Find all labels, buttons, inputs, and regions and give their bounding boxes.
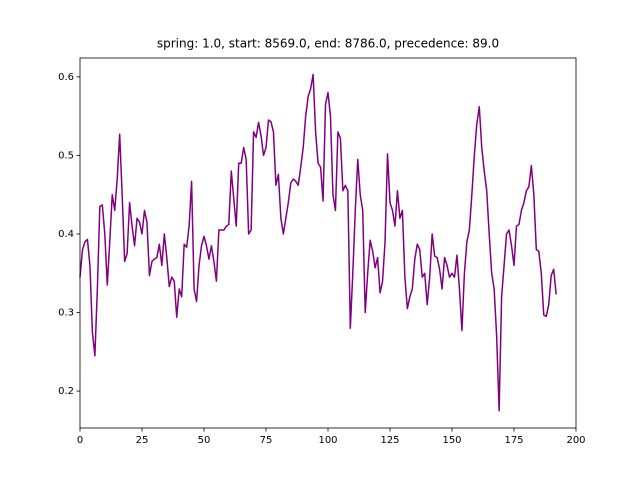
x-tick-label: 175 [504,435,523,446]
x-tick-label: 75 [260,435,273,446]
x-tick-label: 200 [566,435,585,446]
y-tick-label: 0.2 [58,386,74,397]
y-tick-label: 0.4 [58,229,74,240]
y-tick-label: 0.3 [58,308,74,319]
x-tick-label: 100 [318,435,337,446]
x-tick-label: 0 [77,435,83,446]
x-tick-label: 125 [380,435,399,446]
y-tick-label: 0.5 [58,150,74,161]
plot-frame [79,57,577,429]
x-tick-label: 50 [198,435,211,446]
y-tick-label: 0.6 [58,72,74,83]
x-tick-label: 150 [442,435,461,446]
data-line [79,73,557,412]
chart-title: spring: 1.0, start: 8569.0, end: 8786.0,… [157,37,499,51]
x-tick-label: 25 [136,435,149,446]
